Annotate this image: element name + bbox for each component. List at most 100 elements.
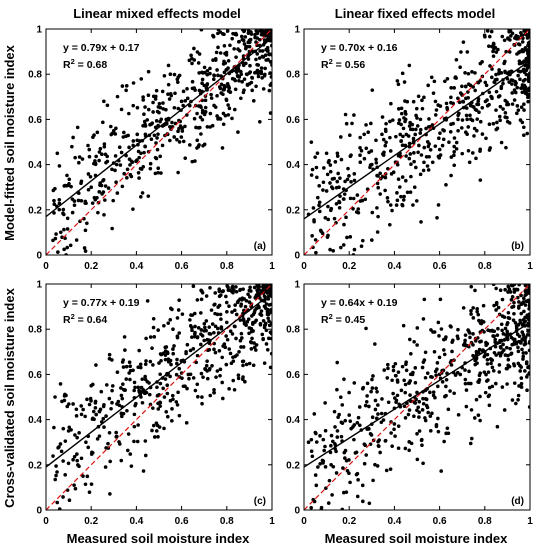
data-point (407, 448, 411, 453)
data-point (211, 58, 215, 62)
data-point (262, 285, 266, 290)
data-point (102, 144, 107, 149)
data-point (355, 494, 360, 499)
data-point (176, 106, 181, 111)
data-point (448, 389, 452, 393)
data-point (484, 343, 488, 348)
data-point (469, 312, 473, 316)
data-point (456, 128, 460, 133)
data-point (320, 231, 325, 236)
data-point (61, 426, 66, 431)
data-point (108, 124, 113, 129)
data-point (249, 80, 254, 85)
data-point (143, 362, 148, 367)
data-point (345, 177, 350, 182)
data-point (207, 325, 211, 329)
data-point (158, 119, 162, 124)
data-point (400, 143, 405, 147)
data-point (63, 473, 67, 477)
data-point (312, 499, 317, 504)
xlabel-left: Measured soil moisture index (67, 531, 251, 546)
data-point (231, 378, 236, 383)
data-point (174, 400, 179, 404)
data-point (317, 200, 322, 205)
data-point (234, 55, 238, 59)
data-point (125, 408, 129, 413)
x-tick-label: 0.6 (433, 516, 447, 527)
data-point (335, 179, 340, 184)
data-point (141, 95, 145, 99)
data-point (471, 151, 475, 155)
data-point (256, 287, 261, 292)
data-point (89, 185, 93, 189)
data-point (376, 444, 381, 449)
data-point (401, 198, 406, 202)
data-point (165, 383, 170, 388)
data-point (508, 29, 513, 33)
data-point (131, 207, 135, 211)
data-point (481, 303, 486, 308)
data-point (465, 132, 469, 137)
data-point (54, 464, 58, 468)
data-point (527, 333, 530, 337)
data-point (347, 174, 351, 178)
data-point (216, 31, 220, 36)
data-point (233, 87, 238, 92)
data-point (407, 63, 412, 68)
data-point (452, 136, 457, 140)
data-point (83, 414, 87, 419)
data-point (466, 71, 471, 76)
data-point (118, 442, 122, 446)
data-point (523, 46, 528, 50)
data-point (219, 82, 224, 87)
data-point (407, 156, 412, 161)
data-point (132, 412, 137, 417)
data-point (139, 385, 144, 390)
y-tick-label: 0.4 (286, 160, 300, 171)
data-point (424, 403, 429, 408)
data-point (402, 80, 407, 84)
data-point (399, 388, 404, 393)
data-point (450, 349, 454, 354)
data-point (134, 401, 138, 406)
one-to-one-line (304, 284, 530, 510)
data-point (456, 413, 461, 417)
data-point (456, 96, 460, 101)
data-point (384, 121, 388, 126)
equation-label: y = 0.64x + 0.19 (321, 297, 398, 309)
data-point (195, 298, 200, 302)
data-point (202, 83, 206, 88)
data-point (176, 129, 180, 134)
data-point (83, 482, 88, 487)
data-point (61, 495, 65, 499)
data-point (340, 507, 345, 510)
data-point (117, 403, 122, 408)
x-tick-label: 1 (269, 261, 275, 272)
data-point (168, 92, 173, 96)
data-point (512, 300, 516, 305)
data-point (190, 335, 194, 339)
data-point (393, 373, 398, 378)
data-point (62, 227, 66, 232)
data-point (418, 131, 423, 135)
data-point (249, 347, 254, 351)
data-point (317, 209, 322, 214)
data-point (199, 132, 203, 136)
data-point (137, 348, 141, 353)
data-point (243, 304, 248, 309)
data-point (414, 113, 418, 118)
data-point (204, 363, 209, 368)
data-point (71, 457, 75, 462)
data-point (202, 322, 207, 326)
data-point (177, 73, 182, 78)
data-point (269, 75, 272, 79)
data-point (215, 68, 219, 72)
regression-line (304, 321, 530, 468)
data-point (510, 294, 515, 299)
data-point (150, 346, 154, 350)
data-point (185, 96, 190, 101)
data-point (83, 249, 88, 253)
data-point (489, 94, 493, 99)
data-point (121, 135, 126, 139)
data-point (358, 135, 362, 140)
